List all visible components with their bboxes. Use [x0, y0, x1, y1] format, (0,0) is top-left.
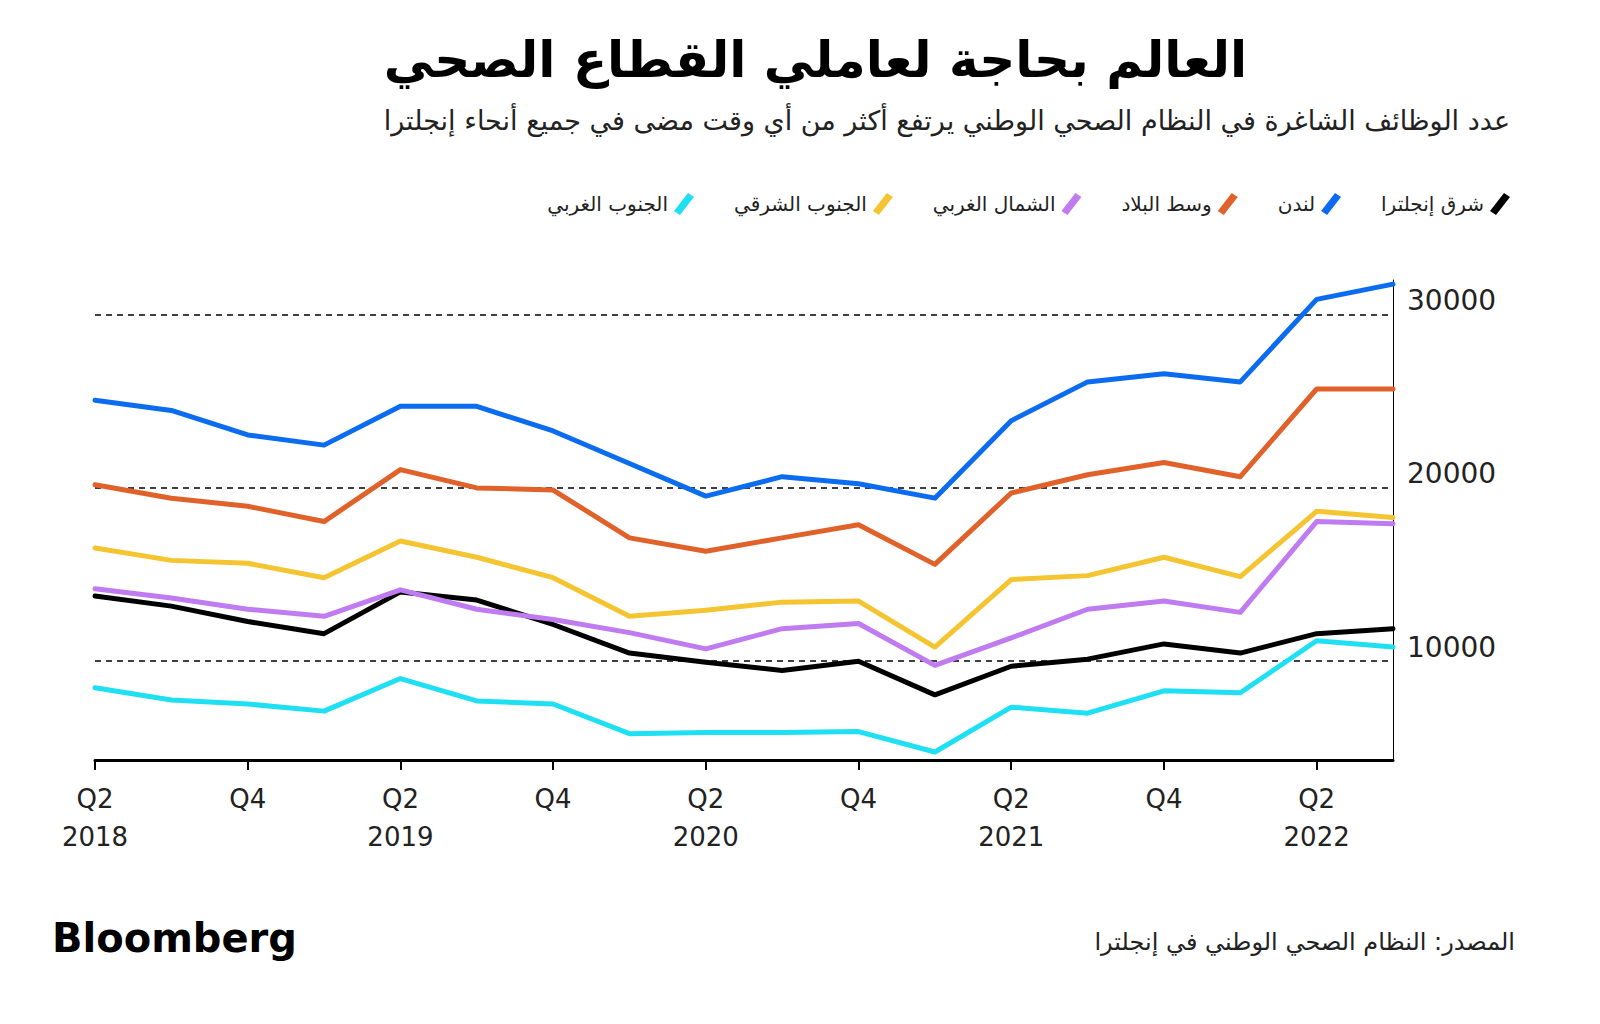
svg-text:2019: 2019 [367, 822, 433, 852]
svg-text:10000: 10000 [1407, 631, 1496, 664]
svg-text:عدد الوظائف الشاغرة في النظام: عدد الوظائف الشاغرة في النظام الصحي الوط… [384, 102, 1510, 137]
svg-text:30000: 30000 [1407, 284, 1496, 317]
svg-text:2021: 2021 [978, 822, 1044, 852]
svg-text:2022: 2022 [1284, 822, 1350, 852]
svg-text:الجنوب الشرقي: الجنوب الشرقي [734, 192, 867, 217]
svg-text:الجنوب الغربي: الجنوب الغربي [547, 192, 668, 217]
svg-text:2020: 2020 [673, 822, 739, 852]
svg-text:شرق إنجلترا: شرق إنجلترا [1381, 192, 1484, 217]
svg-text:Q4: Q4 [1145, 784, 1182, 814]
svg-text:Q2: Q2 [1298, 784, 1335, 814]
svg-text:Q2: Q2 [993, 784, 1030, 814]
svg-text:Q4: Q4 [840, 784, 877, 814]
svg-text:Q4: Q4 [535, 784, 572, 814]
svg-text:Q2: Q2 [76, 784, 113, 814]
svg-text:وسط البلاد: وسط البلاد [1121, 192, 1211, 216]
svg-text:20000: 20000 [1407, 457, 1496, 490]
svg-text:الشمال الغربي: الشمال الغربي [933, 192, 1056, 217]
svg-text:Q2: Q2 [687, 784, 724, 814]
svg-text:Q2: Q2 [382, 784, 419, 814]
svg-text:Q4: Q4 [229, 784, 266, 814]
svg-text:2018: 2018 [62, 822, 128, 852]
svg-text:المصدر: النظام الصحي الوطني في: المصدر: النظام الصحي الوطني في إنجلترا [1094, 928, 1515, 957]
svg-text:Bloomberg: Bloomberg [52, 915, 297, 961]
svg-text:لندن: لندن [1278, 192, 1315, 216]
svg-text:العالم بحاجة لعاملي القطاع الص: العالم بحاجة لعاملي القطاع الصحي [384, 31, 1248, 89]
